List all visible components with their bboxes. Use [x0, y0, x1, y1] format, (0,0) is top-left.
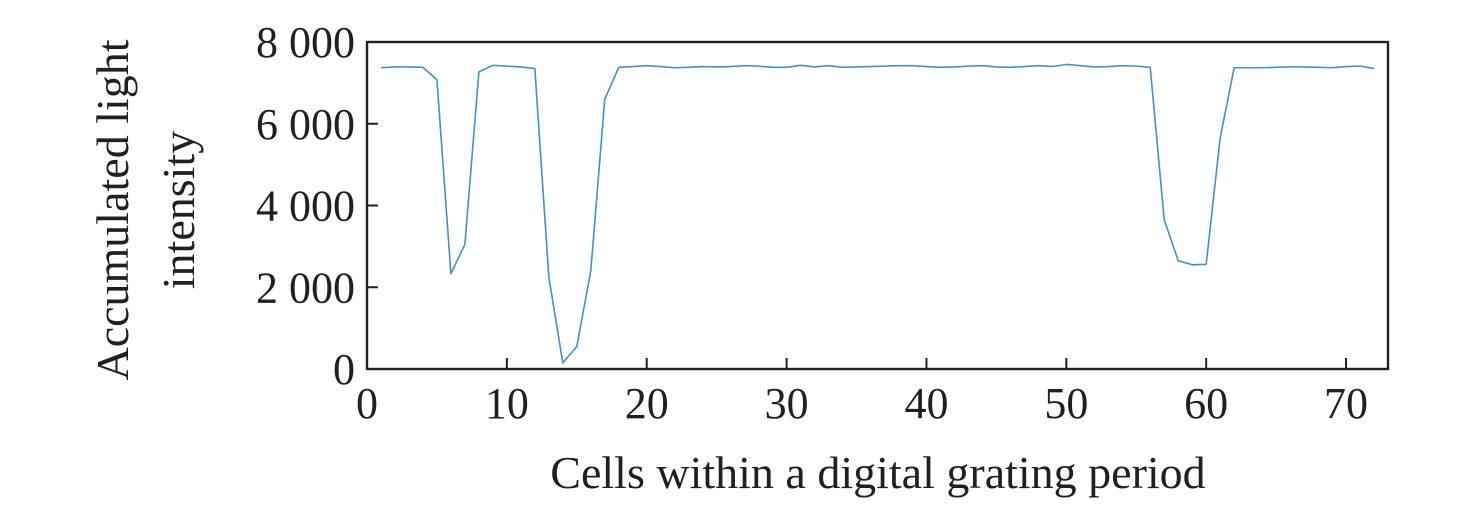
x-axis-title: Cells within a digital grating period: [550, 447, 1205, 498]
y-tick-label: 0: [333, 345, 355, 394]
y-axis-title-line-2: intensity: [153, 131, 204, 289]
x-tick-label: 50: [1044, 379, 1088, 428]
x-tick-label: 30: [765, 379, 809, 428]
x-tick-label: 70: [1324, 379, 1368, 428]
x-tick-label: 40: [904, 379, 948, 428]
x-tick-label: 10: [485, 379, 529, 428]
x-tick-label: 0: [356, 379, 378, 428]
y-tick-label: 2 000: [256, 263, 355, 312]
x-tick-label: 60: [1184, 379, 1228, 428]
y-tick-label: 6 000: [256, 100, 355, 149]
series-line: [380, 63, 1375, 364]
y-axis-title: Accumulated light intensity: [87, 39, 204, 380]
x-tick-label: 20: [625, 379, 669, 428]
y-tick-label: 4 000: [256, 182, 355, 231]
axis-ticks: 0 10 20 30 40 50 60 70 0 2 000 4 000 6 000 8 000: [256, 18, 1368, 428]
plot-frame: [365, 40, 1390, 371]
y-tick-label: 8 000: [256, 18, 355, 67]
y-axis-title-line-1: Accumulated light: [87, 39, 138, 380]
